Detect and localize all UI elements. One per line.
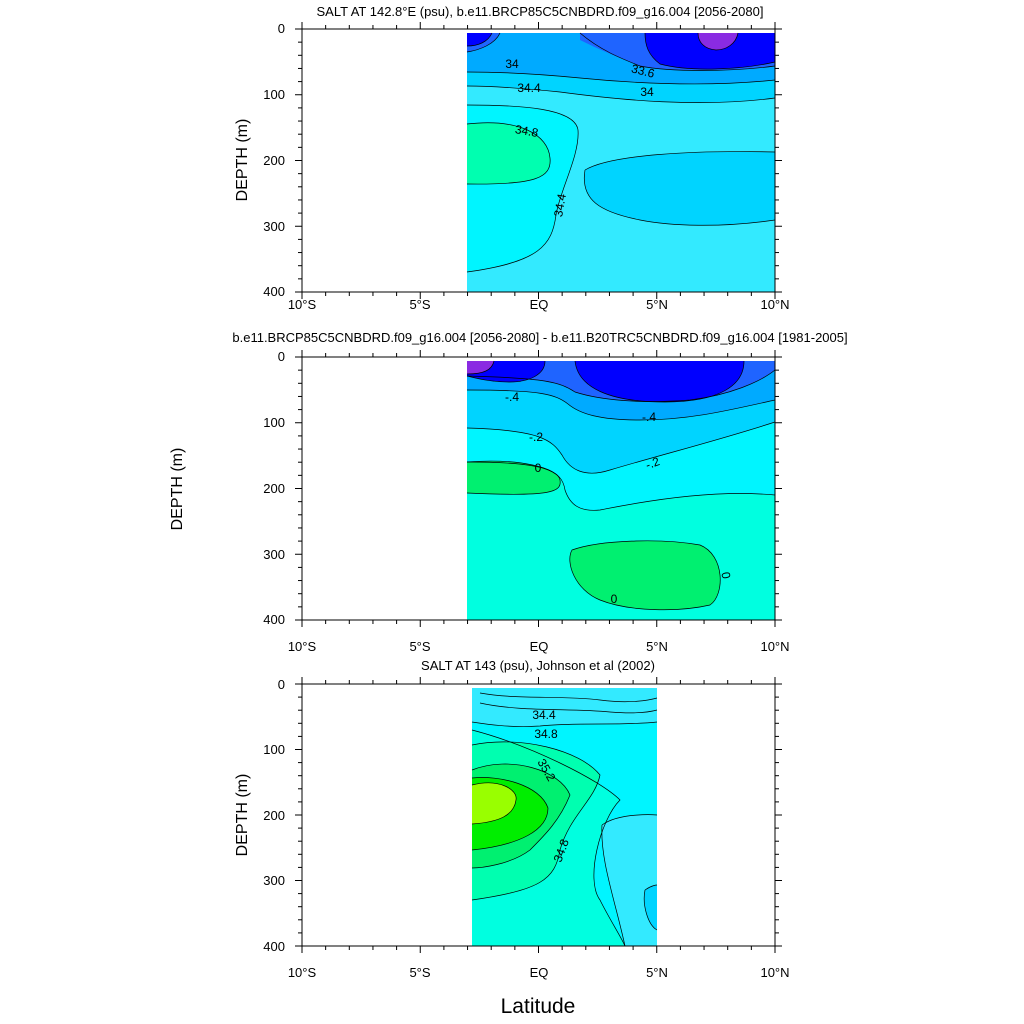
panel-3-field	[472, 688, 657, 946]
y-tick-label: 100	[263, 742, 285, 757]
panel-2-field	[467, 361, 775, 620]
y-tick-label: 0	[278, 21, 285, 36]
x-tick-label: EQ	[530, 297, 549, 312]
field-deepblue-left	[467, 33, 492, 46]
contour-label: 34.8	[534, 727, 558, 741]
x-tick-label: 10°N	[760, 297, 789, 312]
contour-label: 33.6	[630, 62, 656, 81]
y-tick-label: 100	[263, 415, 285, 430]
field-purple	[467, 361, 494, 374]
panel-1-axes: 10°S 5°S EQ 5°N 10°N 0 100 200 300 400 D…	[234, 21, 790, 312]
tick-marks	[295, 677, 782, 953]
y-tick-label: 200	[263, 153, 285, 168]
panel-2-contour-labels: -.4 -.4 -.2 -.2 0 0 0	[505, 390, 733, 606]
panel-1-contours	[466, 32, 776, 273]
field-lime	[472, 782, 517, 824]
x-tick-label: 5°S	[409, 639, 430, 654]
panel-3: SALT AT 143 (psu), Johnson et al (2002)	[234, 658, 790, 980]
x-tick-label: 10°N	[760, 965, 789, 980]
contour-label: 34.4	[551, 192, 569, 218]
x-tick-label: 10°S	[288, 297, 317, 312]
panel-3-contours	[471, 692, 658, 947]
tick-marks	[295, 22, 782, 299]
panel-3-title: SALT AT 143 (psu), Johnson et al (2002)	[421, 658, 655, 673]
field-green-deep	[569, 540, 721, 610]
field-cyan-deep	[584, 151, 775, 226]
panel-3-axes: 10°S 5°S EQ 5°N 10°N 0 100 200 300 400 D…	[234, 677, 790, 980]
y-axis-label: DEPTH (m)	[169, 448, 186, 531]
field-green	[467, 461, 561, 495]
panel-1-contour-labels: 34 33.6 34 34.4 34.8 34.4	[505, 57, 656, 218]
field-deep-blue	[645, 33, 775, 70]
x-tick-label: 5°S	[409, 965, 430, 980]
panel-3-contour-labels: 34.4 34.8 35.2 34.8	[532, 708, 572, 864]
y-tick-label: 100	[263, 87, 285, 102]
contour-label: 34.4	[532, 708, 556, 722]
contour-label: -.2	[529, 430, 543, 444]
y-axis-label: DEPTH (m)	[234, 774, 251, 857]
y-tick-label: 300	[263, 547, 285, 562]
x-tick-label: 10°S	[288, 965, 317, 980]
field-cyan-deep	[601, 814, 657, 946]
contour-label: 0	[718, 571, 733, 580]
y-tick-label: 400	[263, 939, 285, 954]
x-tick-label: 5°N	[646, 297, 668, 312]
y-tick-label: 0	[278, 677, 285, 692]
y-axis-label: DEPTH (m)	[234, 119, 251, 202]
field-aqua-green	[467, 122, 551, 185]
contour-label: 0	[535, 461, 542, 475]
panel-2-title: b.e11.BRCP85C5CNBDRD.f09_g16.004 [2056-2…	[232, 330, 847, 345]
field-purple	[698, 33, 738, 50]
x-tick-label: EQ	[530, 965, 549, 980]
contour-label: -.4	[505, 390, 519, 404]
y-tick-label: 400	[263, 284, 285, 299]
contour-label: 0	[611, 592, 618, 606]
x-tick-label: 10°N	[760, 639, 789, 654]
y-tick-label: 200	[263, 481, 285, 496]
contour-label: 34.8	[514, 122, 540, 140]
field-deep-blue	[575, 361, 744, 402]
x-tick-label: 5°N	[646, 965, 668, 980]
y-tick-label: 300	[263, 873, 285, 888]
x-tick-label: 5°N	[646, 639, 668, 654]
contour-label: 34	[505, 57, 519, 71]
panel-1-field	[467, 33, 775, 292]
panel-2-contours	[466, 360, 776, 611]
y-tick-label: 200	[263, 808, 285, 823]
x-tick-label: 10°S	[288, 639, 317, 654]
panel-2: b.e11.BRCP85C5CNBDRD.f09_g16.004 [2056-2…	[169, 330, 848, 654]
panel-1: SALT AT 142.8°E (psu), b.e11.BRCP85C5CNB…	[234, 4, 790, 312]
y-tick-label: 300	[263, 219, 285, 234]
contour-label: 34	[640, 85, 654, 99]
panel-1-title: SALT AT 142.8°E (psu), b.e11.BRCP85C5CNB…	[317, 4, 764, 19]
contour-label: -.2	[644, 454, 662, 472]
field-cyan	[472, 688, 657, 727]
tick-marks	[295, 350, 782, 627]
x-axis-label: Latitude	[501, 995, 576, 1018]
field-cyan-mid-deep	[644, 885, 657, 930]
x-tick-label: EQ	[530, 639, 549, 654]
y-tick-label: 400	[263, 612, 285, 627]
x-tick-label: 5°S	[409, 297, 430, 312]
y-tick-label: 0	[278, 349, 285, 364]
panel-2-axes: 10°S 5°S EQ 5°N 10°N 0 100 200 300 400 D…	[169, 349, 790, 654]
contour-label: -.4	[642, 410, 656, 424]
contour-label: 34.4	[517, 81, 541, 95]
